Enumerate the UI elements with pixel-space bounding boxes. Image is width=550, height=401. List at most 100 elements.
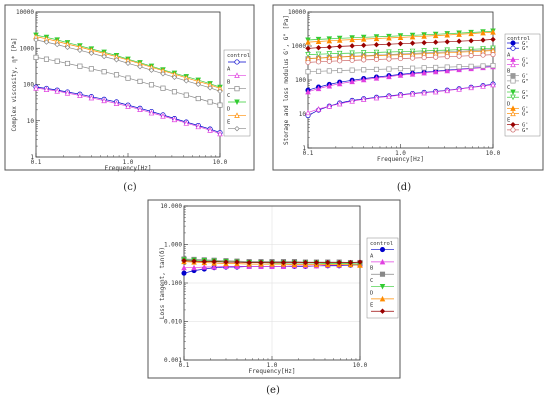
data-point [490, 52, 496, 58]
data-point [148, 109, 155, 116]
legend-label: control [227, 53, 250, 59]
y-tick-label: 1 [302, 145, 306, 152]
x-tick-label: 10.0 [486, 150, 501, 157]
data-point [490, 63, 496, 69]
series-a [33, 85, 223, 137]
data-point [88, 94, 95, 101]
legend-label: D [227, 106, 230, 112]
data-point [397, 56, 404, 62]
data-point [360, 76, 367, 83]
legend-item-label: G" [522, 63, 529, 69]
legend-swatch-marker [379, 284, 386, 290]
data-point [361, 67, 367, 73]
legend-label: A [370, 253, 374, 259]
legend-item-label: G" [522, 112, 529, 118]
data-point [360, 96, 367, 102]
data-point [373, 66, 380, 72]
data-point [468, 63, 474, 69]
legend-swatch-marker [510, 73, 516, 79]
legend-swatch-marker [379, 308, 386, 314]
data-point [490, 29, 496, 35]
data-point [326, 51, 333, 57]
legend-label: control [370, 241, 393, 247]
data-point [125, 75, 131, 81]
data-point [183, 92, 189, 98]
legend-swatch-marker [510, 94, 516, 101]
legend-item-label: G" [522, 95, 529, 101]
data-point [305, 45, 311, 52]
legend-group-label: E [507, 118, 510, 124]
legend-swatch-marker [510, 78, 516, 84]
data-point [386, 73, 392, 80]
data-point [456, 53, 462, 59]
legend-group-label: D [507, 101, 510, 107]
data-point [217, 130, 223, 137]
legend-item-label: G' [522, 41, 529, 47]
legend-swatch-marker [510, 61, 516, 68]
data-point [171, 116, 178, 123]
legend-swatch-marker [234, 125, 240, 132]
data-point [456, 31, 462, 37]
data-point [336, 259, 342, 266]
data-point [456, 66, 462, 73]
data-point [336, 80, 343, 87]
data-point [409, 40, 416, 46]
x-axis-label: Frequency[Hz] [105, 165, 152, 172]
data-point [313, 259, 320, 266]
legend-box [504, 33, 541, 137]
data-point [444, 67, 450, 74]
data-point [373, 56, 380, 63]
data-point [160, 113, 166, 119]
data-point [433, 54, 439, 60]
legend-swatch-marker [510, 127, 516, 133]
data-point [201, 264, 208, 270]
data-point [397, 40, 404, 47]
y-tick-label: 10 [299, 111, 307, 118]
data-point [211, 258, 217, 265]
data-point [432, 39, 439, 45]
legend-label: C [370, 278, 373, 284]
data-point [326, 68, 332, 74]
data-point [315, 85, 322, 92]
data-point [421, 40, 427, 46]
data-point [305, 39, 311, 45]
chart-loss-tangent: 0.001 0.010 0.100 1.000 10.000 0.1 1.0 10.0 Freq… [147, 199, 401, 379]
series-e [181, 257, 363, 266]
data-point [468, 53, 474, 59]
data-point [77, 47, 83, 53]
y-tick-label: 10000 [16, 9, 34, 16]
data-point [480, 52, 486, 58]
data-point [183, 78, 189, 84]
data-point [432, 32, 439, 39]
legend-swatch-marker [510, 105, 516, 111]
data-point [432, 88, 439, 95]
data-point [64, 90, 71, 96]
data-point [397, 66, 404, 72]
data-point [269, 259, 275, 266]
data-point [468, 38, 474, 44]
data-point [211, 264, 217, 270]
data-point [349, 67, 355, 73]
data-point [217, 88, 223, 94]
data-point [421, 69, 427, 76]
data-point [336, 50, 343, 57]
data-point [148, 82, 155, 88]
data-point [88, 66, 94, 72]
legend-label: D [370, 290, 373, 296]
data-point [349, 50, 355, 57]
data-point [386, 66, 392, 72]
x-tick-label: 1.0 [267, 362, 278, 369]
legend-label: B [370, 266, 374, 272]
data-point [480, 37, 486, 43]
legend-label: E [227, 120, 230, 126]
y-tick-label: 1 [30, 154, 34, 161]
data-point [349, 57, 355, 63]
y-tick-label: 1.000 [164, 242, 182, 249]
data-point [397, 72, 404, 78]
data-point [347, 259, 354, 266]
data-point [456, 64, 462, 70]
data-point [315, 45, 322, 51]
data-point [444, 31, 450, 38]
data-point [191, 264, 197, 271]
series-e-g- [305, 36, 496, 52]
